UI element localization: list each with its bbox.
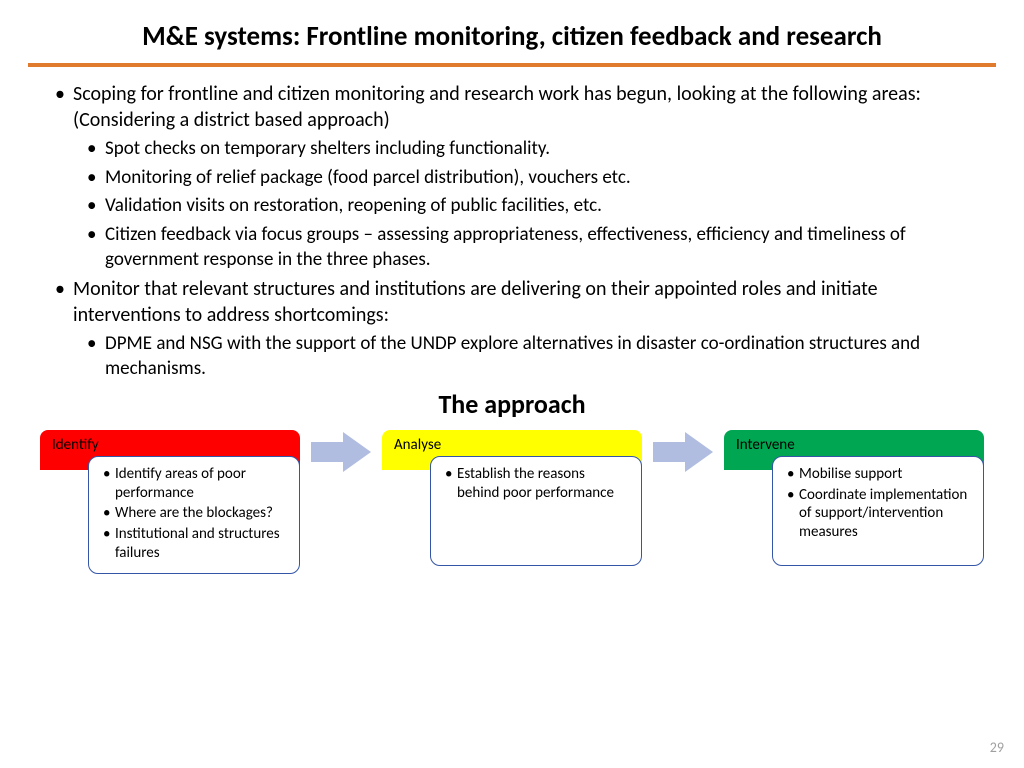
step-bullet: Coordinate implementation of support/int… — [787, 486, 969, 542]
flow-step-analyse: Analyse Establish the reasons behind poo… — [382, 430, 642, 566]
title-divider — [28, 63, 996, 67]
process-flow: Identify Identify areas of poor performa… — [0, 430, 1024, 574]
bullet-subitem: DPME and NSG with the support of the UND… — [55, 332, 974, 381]
step-body: Establish the reasons behind poor perfor… — [430, 456, 642, 566]
flow-step-intervene: Intervene Mobilise support Coordinate im… — [724, 430, 984, 566]
step-body: Mobilise support Coordinate implementati… — [772, 456, 984, 566]
bullet-item: Scoping for frontline and citizen monito… — [55, 81, 974, 133]
bullet-subitem: Validation visits on restoration, reopen… — [55, 194, 974, 219]
arrow-icon — [311, 432, 371, 472]
bullet-subitem: Citizen feedback via focus groups – asse… — [55, 223, 974, 272]
step-bullet: Identify areas of poor performance — [103, 465, 285, 503]
page-number: 29 — [990, 739, 1004, 756]
bullet-subitem: Monitoring of relief package (food parce… — [55, 166, 974, 191]
step-bullet: Establish the reasons behind poor perfor… — [445, 465, 627, 503]
step-body: Identify areas of poor performance Where… — [88, 456, 300, 574]
bullet-subitem: Spot checks on temporary shelters includ… — [55, 137, 974, 162]
bullet-item: Monitor that relevant structures and ins… — [55, 276, 974, 328]
approach-subtitle: The approach — [0, 388, 1024, 420]
arrow-icon — [653, 432, 713, 472]
page-title: M&E systems: Frontline monitoring, citiz… — [0, 0, 1024, 63]
step-bullet: Mobilise support — [787, 465, 969, 484]
step-bullet: Institutional and structures failures — [103, 525, 285, 563]
bullet-content: Scoping for frontline and citizen monito… — [0, 81, 1024, 382]
flow-step-identify: Identify Identify areas of poor performa… — [40, 430, 300, 574]
step-bullet: Where are the blockages? — [103, 504, 285, 523]
